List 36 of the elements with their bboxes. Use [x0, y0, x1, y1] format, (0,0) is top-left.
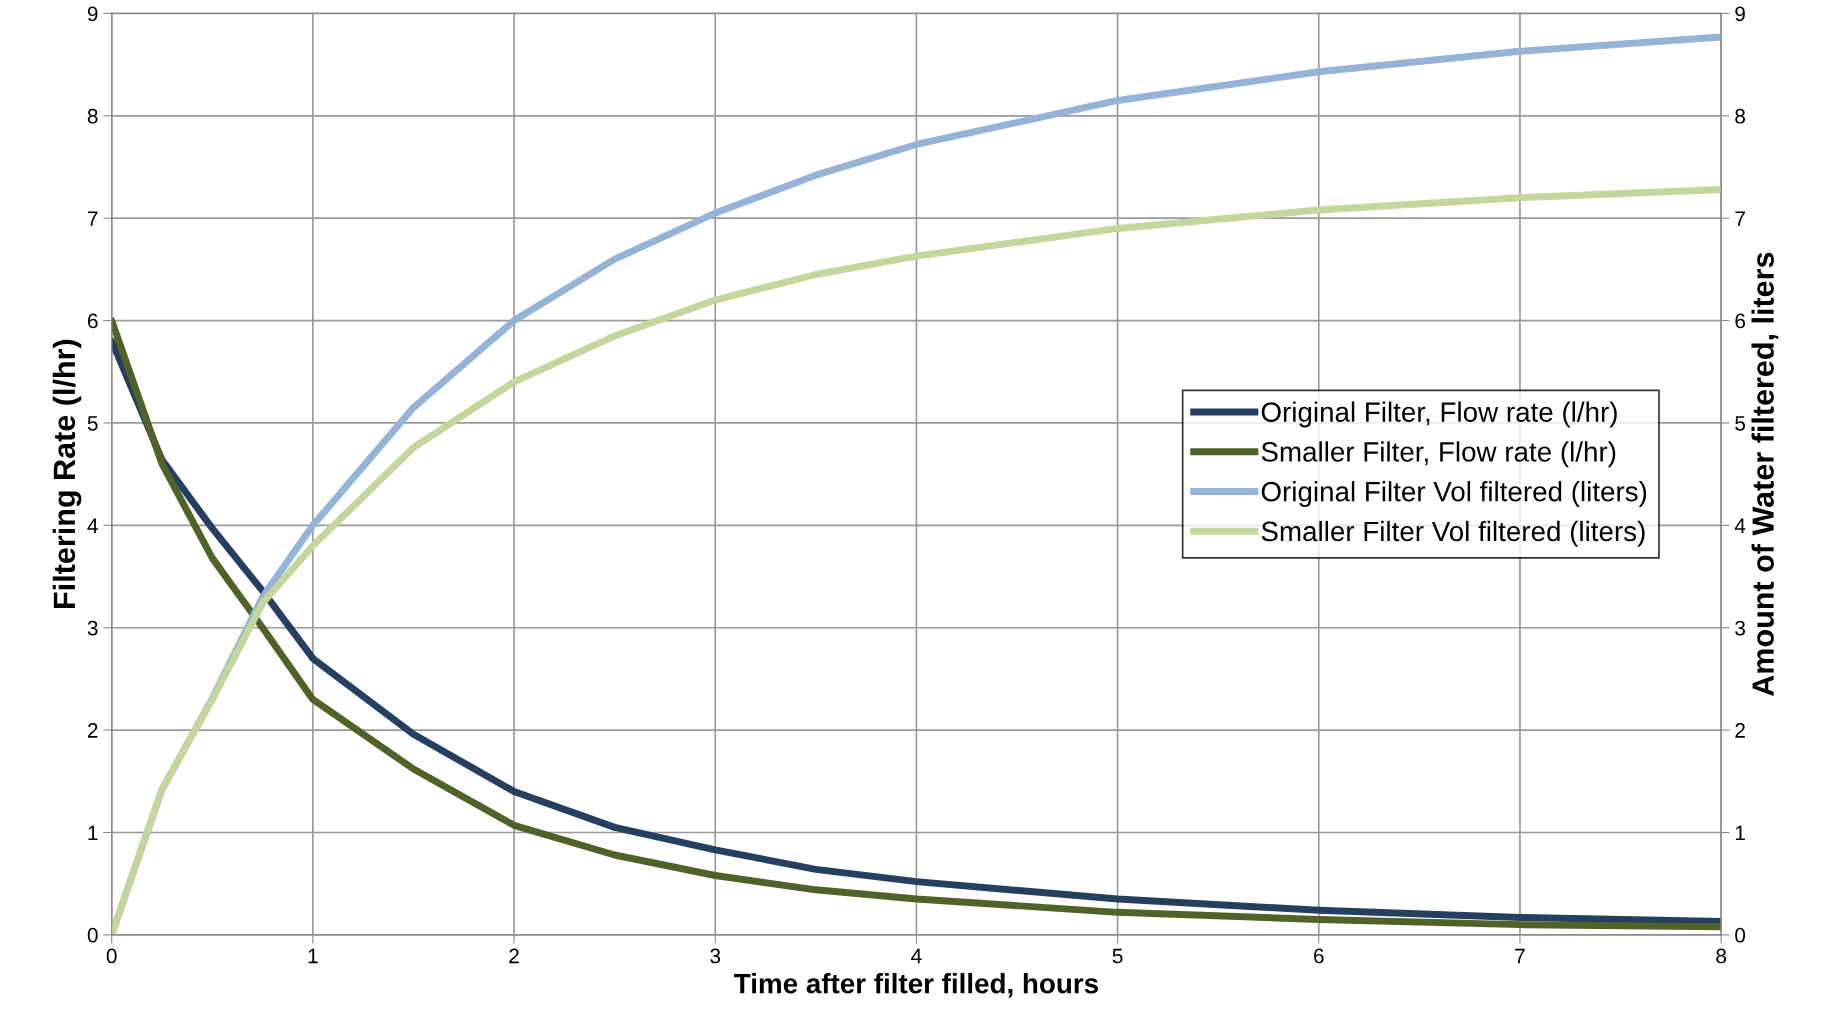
legend-label: Original Filter, Flow rate (l/hr) [1261, 401, 1617, 428]
y-tick-label: 8 [87, 108, 98, 124]
x-tick-label: 5 [1112, 948, 1123, 964]
y2-tick-label: 7 [1735, 211, 1745, 226]
y-tick-label: 9 [87, 6, 98, 22]
legend-label: Smaller Filter Vol filtered (liters) [1261, 520, 1645, 547]
y2-tick-label: 2 [1735, 723, 1745, 738]
y2-tick-label: 6 [1735, 313, 1746, 329]
y2-tick-label: 0 [1735, 927, 1746, 943]
y2-tick-label: 4 [1734, 518, 1746, 533]
y2-tick-label: 3 [1735, 620, 1746, 636]
x-tick-label: 6 [1314, 948, 1324, 964]
y-tick-label: 2 [87, 723, 98, 738]
y2-tick-label: 5 [1735, 416, 1746, 431]
y-tick-label: 7 [87, 211, 98, 226]
legend-label: Smaller Filter, Flow rate (l/hr) [1261, 441, 1616, 468]
x-tick-label: 0 [106, 948, 117, 964]
x-tick-label: 1 [308, 948, 318, 964]
x-axis-title: Time after filter filled, hours [734, 973, 1098, 998]
x-tick-label: 8 [1716, 948, 1727, 964]
y-tick-label: 1 [88, 825, 98, 841]
legend-label: Original Filter Vol filtered (liters) [1261, 481, 1647, 507]
x-tick-label: 7 [1515, 948, 1525, 964]
y-tick-label: 3 [87, 620, 98, 636]
x-tick-label: 3 [710, 948, 721, 964]
y2-tick-label: 8 [1735, 108, 1746, 124]
y-tick-label: 4 [87, 518, 98, 533]
y2-tick-label: 1 [1735, 825, 1745, 841]
y2-axis-title: Amount of Water filtered, liters [1751, 252, 1779, 697]
x-tick-label: 2 [509, 948, 519, 964]
x-tick-label: 4 [911, 948, 922, 964]
y-tick-label: 5 [87, 416, 98, 431]
y-axis-title: Filtering Rate (l/hr) [52, 339, 82, 608]
y-tick-label: 0 [87, 927, 98, 943]
y-tick-label: 6 [87, 313, 98, 329]
y2-tick-label: 9 [1735, 6, 1745, 22]
